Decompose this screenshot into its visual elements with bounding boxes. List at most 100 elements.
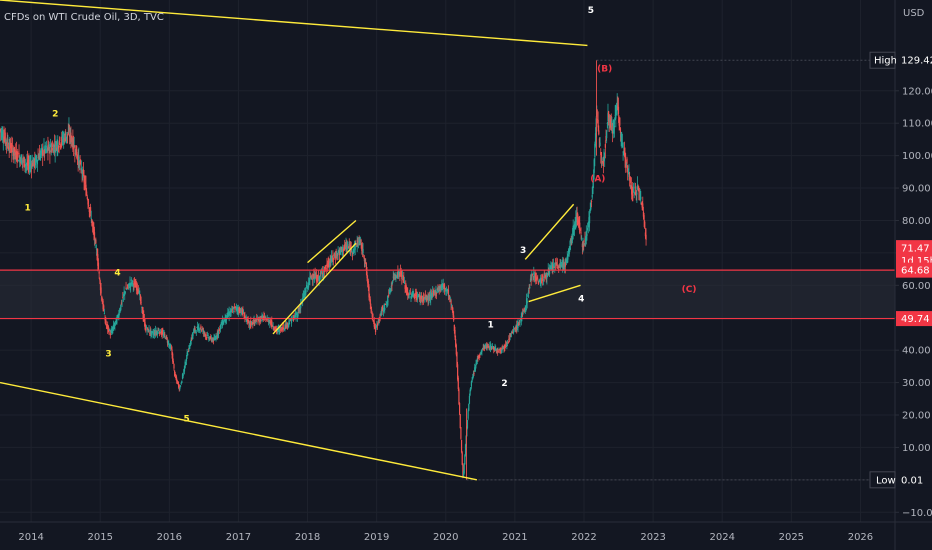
candle-body xyxy=(265,319,268,321)
candle-body xyxy=(627,169,629,170)
candle-body xyxy=(600,151,602,155)
candle-body xyxy=(151,331,153,334)
time-axis[interactable]: 2014 2015 2016 2017 2018 2019 2020 2021 2022 2023… xyxy=(18,532,873,543)
candle-body xyxy=(108,330,110,334)
candle-body xyxy=(436,291,438,293)
candle-body xyxy=(38,157,40,161)
candle-body xyxy=(345,244,347,251)
candle-body xyxy=(579,229,582,231)
candle-body xyxy=(499,349,501,351)
candle-body xyxy=(606,132,608,139)
candle-body xyxy=(497,351,499,353)
candle-body xyxy=(395,275,398,279)
candle-body xyxy=(402,279,404,281)
trendlines xyxy=(0,0,588,481)
candle-body xyxy=(444,288,446,289)
candle-body xyxy=(638,191,641,193)
candle-body xyxy=(100,287,102,294)
candle-body xyxy=(485,345,487,349)
candle-body xyxy=(92,224,94,230)
candle-body xyxy=(523,309,525,311)
candle-body xyxy=(71,143,73,145)
candle-body xyxy=(596,118,599,120)
candle-body xyxy=(84,182,86,184)
candle-body xyxy=(571,237,573,242)
candle-body xyxy=(524,308,526,313)
candle-body xyxy=(159,329,161,333)
candle-body xyxy=(400,270,402,274)
candle-body xyxy=(204,334,207,337)
current-price-text: 71.47 xyxy=(901,244,930,255)
candle-body xyxy=(527,290,530,294)
candle-body xyxy=(235,307,237,310)
candle-body xyxy=(425,296,427,300)
candle-body xyxy=(457,377,459,389)
candle-body xyxy=(449,299,452,301)
candle-body xyxy=(63,136,65,140)
candle-body xyxy=(441,285,443,287)
candle-body xyxy=(517,323,519,328)
candle-body xyxy=(297,311,299,317)
candle-body xyxy=(377,321,379,324)
candle-body xyxy=(608,116,610,124)
candle-body xyxy=(153,332,155,335)
candle-body xyxy=(234,306,236,310)
candle-body xyxy=(176,380,178,384)
candle-body xyxy=(53,144,56,148)
candle-body xyxy=(112,327,114,330)
candle-body xyxy=(21,160,23,162)
candle-body xyxy=(515,325,517,330)
candle-body xyxy=(82,169,84,174)
candle-body xyxy=(611,120,613,126)
candle-body xyxy=(525,306,527,308)
candle-body xyxy=(512,330,514,332)
candle-body xyxy=(397,271,399,278)
candle-body xyxy=(68,134,71,137)
time-tick-label: 2023 xyxy=(640,532,665,543)
candle-body xyxy=(418,294,421,300)
candle-body xyxy=(568,249,570,255)
candle-body xyxy=(378,318,380,321)
candle-body xyxy=(554,262,557,264)
candle-body xyxy=(56,142,58,147)
candle-body xyxy=(326,263,328,265)
candle-body xyxy=(306,286,308,288)
candle-body xyxy=(392,276,394,278)
candle-body xyxy=(567,249,570,254)
candle-body xyxy=(155,332,157,333)
candle-body xyxy=(64,133,66,136)
candle-body xyxy=(585,230,587,239)
candle-body xyxy=(141,307,144,314)
candle-body xyxy=(373,321,375,327)
candle-body xyxy=(330,255,333,262)
candle-body xyxy=(607,112,609,121)
candle-body xyxy=(472,373,474,377)
candle-body xyxy=(617,106,620,115)
candle-body xyxy=(502,346,505,348)
candle-body xyxy=(164,334,166,336)
candle-body xyxy=(62,139,64,143)
candle-body xyxy=(385,301,387,303)
candle-body xyxy=(303,296,305,298)
candle-body xyxy=(484,344,486,347)
candle-body xyxy=(168,343,170,345)
candle-body xyxy=(99,278,101,281)
candle-body xyxy=(103,313,105,315)
candle-body xyxy=(375,326,377,328)
candle-body xyxy=(47,144,49,151)
candle-body xyxy=(291,319,293,321)
candle-body xyxy=(28,159,30,165)
candle-body xyxy=(191,337,193,340)
candle-body xyxy=(298,310,300,311)
candle-body xyxy=(502,346,504,350)
candle-body xyxy=(121,300,123,302)
time-tick-label: 2021 xyxy=(502,532,527,543)
candle-body xyxy=(522,310,524,312)
candle-body xyxy=(279,327,281,332)
candle-body xyxy=(181,380,183,384)
candle-body xyxy=(491,347,493,350)
candle-body xyxy=(347,246,349,248)
candle-body xyxy=(314,273,316,278)
candle-body xyxy=(403,281,406,284)
